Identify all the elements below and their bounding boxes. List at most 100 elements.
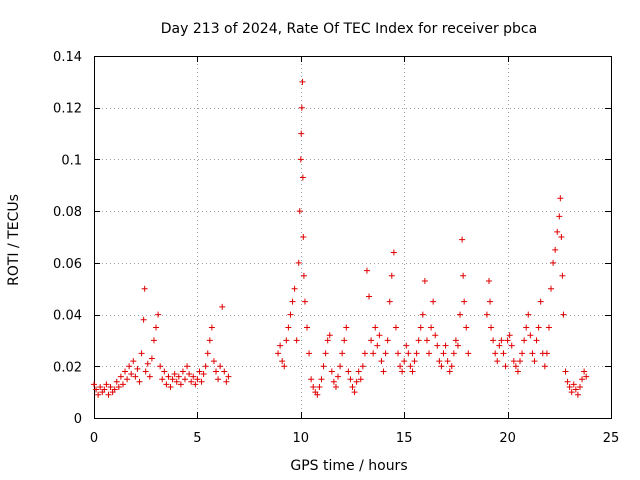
x-tick-label: 15 [396,431,413,446]
data-point [208,324,215,331]
data-point [330,378,337,385]
data-point [179,368,186,375]
data-point [285,324,292,331]
data-point [328,368,335,375]
data-point [155,311,162,318]
data-point [326,332,333,339]
data-point [376,332,383,339]
data-point [150,337,157,344]
data-point [564,378,571,385]
data-point [384,337,391,344]
y-tick-label: 0.06 [53,257,82,272]
data-point [510,358,517,365]
data-point [316,383,323,390]
data-point [217,363,224,370]
data-point [306,350,313,357]
y-tick-labels: 0 0.02 0.04 0.06 0.08 0.1 0.12 0.14 [53,50,82,427]
x-axis-label: GPS time / hours [290,458,407,474]
data-point [372,324,379,331]
data-point [436,358,443,365]
data-point [194,376,201,383]
data-point [91,381,97,388]
data-point [310,383,317,390]
data-point [192,381,199,388]
data-point [124,376,131,383]
data-point [298,104,305,111]
data-point [221,368,228,375]
data-point [359,363,366,370]
data-point [298,130,305,137]
data-point [533,337,540,344]
data-point [554,228,561,235]
data-point [140,316,147,323]
data-point [521,337,528,344]
data-point [322,350,329,357]
data-point [461,298,468,305]
data-point [93,386,100,393]
data-point [345,368,352,375]
data-point [144,360,151,367]
data-point [296,208,303,215]
data-point [579,376,586,383]
data-point [560,311,567,318]
data-point [196,368,203,375]
y-tick-label: 0.14 [53,50,82,65]
data-point [527,332,534,339]
x-tick-label: 10 [293,431,310,446]
data-point [101,386,108,393]
data-point [566,383,573,390]
data-point [531,358,538,365]
data-point [355,368,362,375]
data-point [380,368,387,375]
data-point [299,78,306,85]
data-point [463,324,470,331]
data-point [177,381,184,388]
data-point [570,381,577,388]
data-point [390,249,397,256]
data-point [188,378,195,385]
data-point [281,363,288,370]
data-point [574,391,581,398]
data-point [141,285,148,292]
data-point [483,311,490,318]
data-point [382,350,389,357]
data-point [457,311,464,318]
data-point [397,363,404,370]
plot-frame [94,56,612,419]
data-point [335,373,342,380]
data-point [407,363,414,370]
y-tick-label: 0.1 [61,153,82,168]
data-point [394,350,401,357]
data-point [148,355,155,362]
data-point [95,391,102,398]
data-point [557,195,564,202]
data-point [186,371,193,378]
data-point [548,285,555,292]
chart-title: Day 213 of 2024, Rate Of TEC Index for r… [161,21,537,37]
data-point [277,342,284,349]
data-point [163,381,170,388]
data-point [225,373,232,380]
data-point [488,324,495,331]
data-point [343,324,350,331]
data-point [153,324,160,331]
data-point [419,311,426,318]
data-point [559,272,566,279]
data-point [297,156,304,163]
data-point [304,324,311,331]
y-tick-label: 0.12 [53,102,82,117]
data-point [142,368,149,375]
data-point [159,376,166,383]
data-point [490,337,497,344]
data-point [347,376,354,383]
data-point [173,378,180,385]
data-point [409,368,416,375]
data-point [283,337,290,344]
data-point [370,350,377,357]
data-point [169,376,176,383]
data-point [465,350,472,357]
data-point [181,376,188,383]
data-point [103,381,110,388]
data-point [219,303,226,310]
